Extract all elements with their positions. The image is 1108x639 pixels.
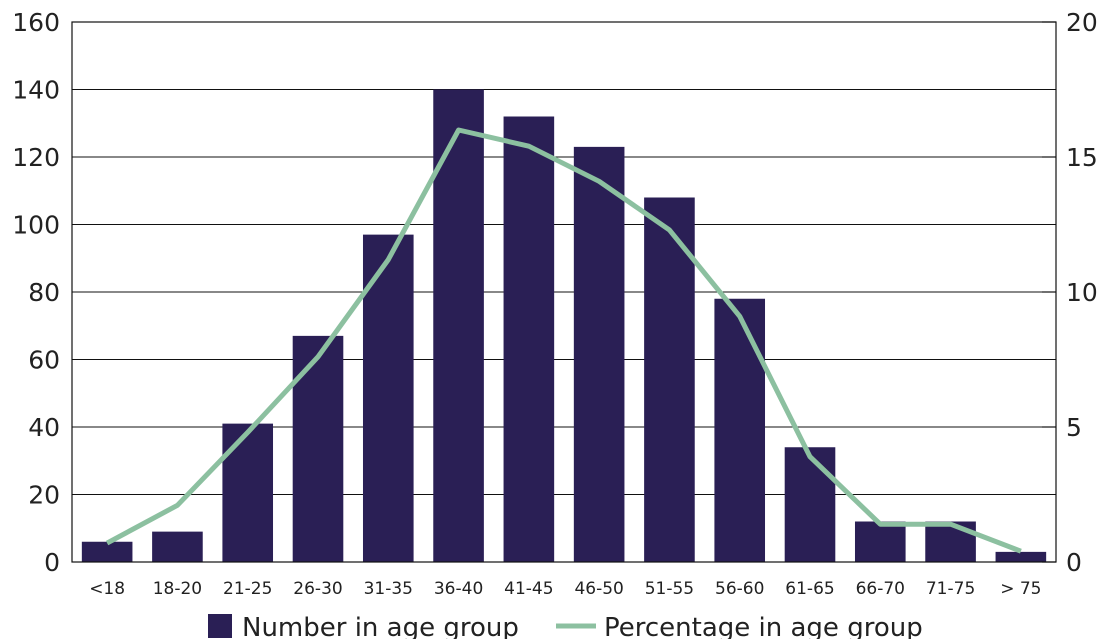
bar-8: [644, 197, 695, 562]
bar-5: [433, 89, 484, 562]
x-tick-label-5: 36-40: [434, 579, 483, 599]
legend-item-number: Number in age group: [208, 613, 519, 639]
bar-6: [503, 116, 555, 562]
bar-7: [573, 146, 625, 562]
right-tick-label-3: 15: [1066, 143, 1098, 172]
bar-2: [222, 423, 274, 562]
line-series-percentage: [105, 127, 1022, 554]
x-tick-label-2: 21-25: [223, 579, 272, 599]
right-tick-label-1: 5: [1066, 413, 1082, 442]
bar-12: [925, 521, 976, 562]
right-tick-label-4: 20: [1066, 8, 1098, 37]
left-axis-ticks: 0 20 40 60 80 100 120 140 160: [12, 8, 60, 577]
percentage-line: [105, 127, 1022, 554]
legend-bar-swatch: [208, 614, 232, 638]
bar-13: [995, 551, 1047, 562]
x-tick-label-13: > 75: [1000, 579, 1041, 599]
bar-1: [152, 531, 203, 562]
left-tick-label-6: 120: [12, 143, 60, 172]
bar-10: [784, 447, 836, 562]
x-tick-label-7: 46-50: [574, 579, 623, 599]
left-tick-label-0: 0: [44, 548, 60, 577]
x-tick-label-6: 41-45: [504, 579, 553, 599]
x-tick-label-10: 61-65: [785, 579, 834, 599]
left-tick-label-1: 20: [28, 481, 60, 510]
x-axis-ticks: <18 18-20 21-25 26-30 31-35 36-40 41-45 46-50 51…: [89, 579, 1041, 599]
bar-11: [854, 521, 906, 562]
right-tick-label-0: 0: [1066, 548, 1082, 577]
x-tick-label-11: 66-70: [856, 579, 905, 599]
left-tick-label-5: 100: [12, 211, 60, 240]
bar-series-number: [81, 89, 1047, 562]
bar-0: [81, 541, 133, 562]
x-tick-label-12: 71-75: [926, 579, 975, 599]
x-tick-label-3: 26-30: [293, 579, 342, 599]
x-tick-label-8: 51-55: [645, 579, 694, 599]
legend: Number in age group Percentage in age gr…: [208, 613, 923, 639]
gridlines: [72, 89, 1056, 495]
left-tick-label-4: 80: [28, 278, 60, 307]
bar-9: [714, 298, 766, 562]
bar-4: [362, 234, 414, 562]
legend-label-percentage: Percentage in age group: [604, 613, 923, 639]
legend-item-percentage: Percentage in age group: [556, 613, 923, 639]
left-tick-label-2: 40: [28, 413, 60, 442]
right-tick-label-2: 10: [1066, 278, 1098, 307]
x-tick-label-4: 31-35: [364, 579, 413, 599]
x-tick-label-1: 18-20: [153, 579, 202, 599]
x-tick-label-0: <18: [89, 579, 125, 599]
left-tick-label-7: 140: [12, 76, 60, 105]
left-tick-label-8: 160: [12, 8, 60, 37]
x-tick-label-9: 56-60: [715, 579, 764, 599]
right-axis-ticks: 0 5 10 15 20: [1042, 8, 1098, 577]
legend-label-number: Number in age group: [242, 613, 519, 639]
bar-3: [292, 335, 344, 562]
left-tick-label-3: 60: [28, 346, 60, 375]
